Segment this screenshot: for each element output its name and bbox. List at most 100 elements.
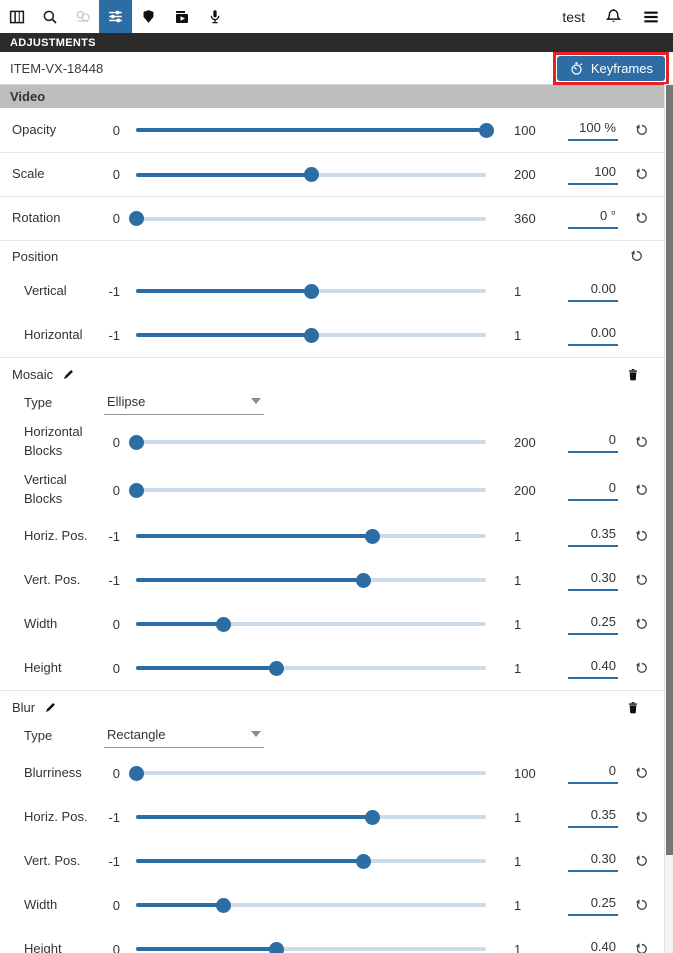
blurriness-value-input[interactable]: 0 — [568, 763, 618, 784]
bell-icon[interactable] — [597, 0, 630, 33]
vertical-position-value-input[interactable]: 0.00 — [568, 281, 618, 302]
mosaic-horiz-pos-slider[interactable] — [136, 527, 486, 545]
reset-button[interactable] — [630, 617, 652, 632]
slider-thumb[interactable] — [364, 528, 380, 544]
mosaic-vert-pos-value-input[interactable]: 0.30 — [568, 570, 618, 591]
keyframes-button-label: Keyframes — [590, 60, 653, 76]
mosaic-vert-pos-slider[interactable] — [136, 571, 486, 589]
rotation-slider[interactable] — [128, 210, 486, 228]
microphone-icon[interactable] — [198, 0, 231, 33]
menu-icon[interactable] — [634, 0, 667, 33]
blur-height-slider[interactable] — [136, 940, 486, 953]
shield-icon[interactable] — [132, 0, 165, 33]
reset-button[interactable] — [630, 810, 652, 825]
slider-thumb[interactable] — [478, 122, 494, 138]
blur-horiz-pos-value-input[interactable]: 0.35 — [568, 807, 618, 828]
opacity-slider[interactable] — [136, 121, 494, 139]
vertical-blocks-slider[interactable] — [128, 481, 486, 499]
horizontal-blocks-slider[interactable] — [128, 433, 486, 451]
reset-button[interactable] — [630, 211, 652, 226]
keyframes-button[interactable]: Keyframes — [556, 55, 665, 81]
vertical-position-slider[interactable] — [136, 282, 486, 300]
reset-button[interactable] — [630, 898, 652, 913]
search-icon[interactable] — [33, 0, 66, 33]
horizontal-position-slider[interactable] — [136, 326, 486, 344]
slider-thumb[interactable] — [268, 660, 284, 676]
slider-max: 1 — [514, 897, 522, 913]
scrollbar-track[interactable] — [664, 84, 673, 953]
edit-pencil-icon[interactable] — [44, 700, 58, 714]
slider-thumb[interactable] — [303, 283, 319, 299]
media-box-icon[interactable] — [165, 0, 198, 33]
slider-fill — [136, 534, 373, 538]
blur-height-value-input[interactable]: 0.40 — [568, 939, 618, 953]
vertical-blocks-value-input[interactable]: 0 — [568, 480, 618, 501]
blur-vert-pos-row: Vert. Pos. -1 1 0.30 — [0, 839, 664, 883]
blur-vert-pos-value-input[interactable]: 0.30 — [568, 851, 618, 872]
slider-thumb[interactable] — [216, 616, 231, 632]
mosaic-width-slider[interactable] — [136, 615, 486, 633]
reset-button[interactable] — [630, 435, 652, 450]
columns-icon[interactable] — [0, 0, 33, 33]
blurriness-slider[interactable] — [128, 764, 486, 782]
mosaic-width-value-input[interactable]: 0.25 — [568, 614, 618, 635]
reset-button[interactable] — [630, 483, 652, 498]
slider-max: 200 — [514, 167, 536, 182]
row-label: Vertical — [24, 282, 67, 298]
user-menu[interactable]: test — [562, 8, 585, 25]
slider-thumb[interactable] — [128, 434, 144, 450]
mosaic-height-value-input[interactable]: 0.40 — [568, 658, 618, 679]
scrollbar-thumb[interactable] — [666, 85, 673, 855]
slider-max: 1 — [514, 941, 522, 953]
slider-thumb[interactable] — [268, 941, 284, 953]
horizontal-position-value-input[interactable]: 0.00 — [568, 325, 618, 346]
slider-thumb[interactable] — [303, 167, 319, 182]
mosaic-horiz-pos-value-input[interactable]: 0.35 — [568, 526, 618, 547]
slider-thumb[interactable] — [128, 211, 144, 226]
scale-slider[interactable] — [136, 166, 486, 184]
trash-icon[interactable] — [626, 700, 640, 715]
horizontal-blocks-value-input[interactable]: 0 — [568, 432, 618, 453]
reset-button[interactable] — [630, 854, 652, 869]
slider-thumb[interactable] — [128, 765, 144, 781]
reels-icon[interactable] — [66, 0, 99, 33]
reset-button[interactable] — [630, 573, 652, 588]
slider-thumb[interactable] — [355, 853, 371, 869]
rotation-value-input[interactable]: 0 ° — [568, 208, 618, 229]
reset-button[interactable] — [630, 766, 652, 781]
blur-width-slider[interactable] — [136, 896, 486, 914]
slider-thumb[interactable] — [355, 572, 371, 588]
scale-value-input[interactable]: 100 — [568, 164, 618, 185]
blur-width-value-input[interactable]: 0.25 — [568, 895, 618, 916]
reset-button[interactable] — [630, 942, 652, 953]
slider-thumb[interactable] — [216, 897, 231, 913]
slider-max: 100 — [514, 765, 536, 781]
mosaic-vert-pos-row: Vert. Pos. -1 1 0.30 — [0, 558, 664, 602]
edit-pencil-icon[interactable] — [62, 367, 76, 381]
reset-button[interactable] — [630, 661, 652, 676]
blur-vert-pos-slider[interactable] — [136, 852, 486, 870]
blur-type-dropdown[interactable]: Rectangle — [104, 725, 264, 748]
slider-fill — [136, 289, 311, 293]
slider-track — [136, 666, 486, 670]
row-label: Blurriness — [24, 764, 82, 780]
position-reset-button[interactable] — [629, 249, 644, 264]
reset-button[interactable] — [630, 123, 652, 138]
mosaic-type-dropdown[interactable]: Ellipse — [104, 392, 264, 415]
blur-horiz-pos-slider[interactable] — [136, 808, 486, 826]
opacity-value-input[interactable]: 100 % — [568, 120, 618, 141]
slider-thumb[interactable] — [364, 809, 380, 825]
slider-thumb[interactable] — [128, 482, 144, 498]
reset-button[interactable] — [630, 529, 652, 544]
trash-icon[interactable] — [626, 367, 640, 382]
reset-button[interactable] — [630, 167, 652, 182]
slider-thumb[interactable] — [303, 327, 319, 343]
mosaic-height-slider[interactable] — [136, 659, 486, 677]
adjustments-sliders-icon[interactable] — [99, 0, 132, 33]
adjustments-content: Opacity 0 100 100 % Scale 0 200 100 Rota… — [0, 108, 664, 953]
mosaic-height-row: Height 0 1 0.40 — [0, 646, 664, 690]
mosaic-group-title: Mosaic — [12, 366, 54, 382]
reset-icon — [634, 483, 649, 498]
slider-track — [136, 771, 486, 775]
slider-track — [136, 622, 486, 626]
